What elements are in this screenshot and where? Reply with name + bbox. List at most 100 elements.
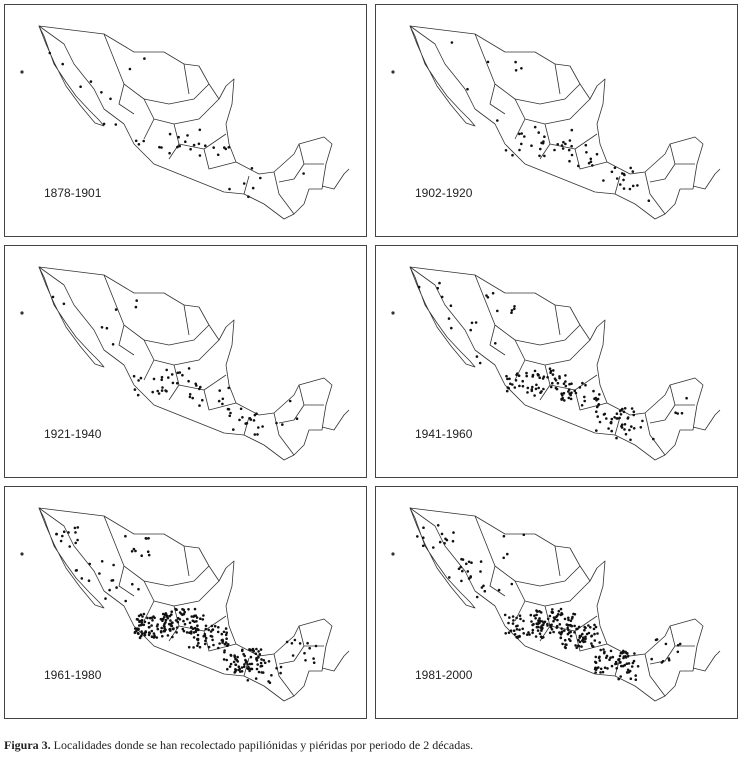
locality-dot xyxy=(632,659,636,663)
locality-dot xyxy=(189,147,192,151)
locality-dot xyxy=(112,563,115,567)
locality-dot xyxy=(652,437,655,441)
locality-dot xyxy=(537,386,540,390)
locality-dot xyxy=(595,410,598,413)
locality-dot xyxy=(89,80,93,83)
locality-dot xyxy=(216,153,220,157)
locality-dot xyxy=(171,381,175,385)
locality-dot xyxy=(583,625,586,629)
locality-dot xyxy=(188,621,192,625)
locality-dot xyxy=(181,607,184,611)
locality-dot xyxy=(570,391,573,394)
locality-dot xyxy=(474,321,478,324)
locality-dot xyxy=(61,534,64,538)
locality-dot xyxy=(480,586,484,589)
locality-dot xyxy=(592,627,596,631)
locality-dot xyxy=(194,614,198,617)
locality-dot xyxy=(222,658,226,661)
locality-dot xyxy=(502,556,505,560)
locality-dot xyxy=(678,642,682,646)
locality-dot xyxy=(561,642,564,646)
locality-dot xyxy=(647,199,651,202)
locality-dot xyxy=(552,369,555,372)
locality-dot xyxy=(228,414,231,418)
locality-dot xyxy=(615,412,619,415)
locality-dot xyxy=(610,417,614,421)
locality-dot xyxy=(192,636,196,639)
locality-dot xyxy=(633,652,636,655)
locality-dot xyxy=(491,291,495,295)
locality-dot xyxy=(563,617,567,621)
locality-dot xyxy=(225,631,228,634)
locality-dot xyxy=(630,425,633,428)
locality-dot xyxy=(551,608,554,611)
locality-dot xyxy=(152,377,156,381)
locality-dot xyxy=(183,622,187,626)
locality-dot xyxy=(496,309,499,313)
locality-dot xyxy=(104,597,107,600)
locality-dot xyxy=(564,142,567,146)
locality-dot xyxy=(578,386,582,389)
locality-dot xyxy=(136,631,140,635)
locality-dot xyxy=(168,614,172,618)
locality-dot xyxy=(615,667,618,670)
locality-dot xyxy=(508,377,511,381)
locality-dot xyxy=(599,648,602,652)
locality-dot xyxy=(202,614,205,617)
locality-dot xyxy=(605,417,608,420)
locality-dot xyxy=(436,524,440,527)
locality-dot xyxy=(184,140,187,143)
locality-dot xyxy=(529,613,533,617)
locality-dot xyxy=(308,646,312,650)
locality-dot xyxy=(483,589,487,593)
locality-dot xyxy=(598,393,601,396)
locality-dot xyxy=(520,67,523,70)
locality-dot xyxy=(201,618,205,621)
locality-dot xyxy=(162,616,166,619)
locality-dot xyxy=(509,382,512,386)
locality-dot xyxy=(536,629,540,632)
locality-dot xyxy=(636,665,640,668)
locality-dot xyxy=(186,617,189,621)
locality-dot xyxy=(496,119,499,122)
locality-dot xyxy=(164,618,168,622)
locality-dot xyxy=(584,143,588,147)
locality-dot xyxy=(629,438,632,442)
locality-dot xyxy=(667,657,671,660)
locality-dot xyxy=(528,633,531,636)
locality-dot xyxy=(548,614,552,618)
locality-dot xyxy=(629,166,632,170)
locality-dot xyxy=(259,648,263,651)
locality-dot xyxy=(610,429,613,433)
locality-dot xyxy=(582,638,585,641)
locality-dot xyxy=(602,651,606,655)
locality-dot xyxy=(569,630,572,634)
locality-dot xyxy=(564,374,567,377)
locality-dot xyxy=(575,646,578,650)
locality-dot xyxy=(312,657,315,660)
locality-dot xyxy=(198,387,201,391)
locality-dot xyxy=(146,550,150,553)
locality-dot xyxy=(229,662,233,666)
locality-dot xyxy=(188,631,191,634)
locality-dot xyxy=(240,670,244,673)
locality-dot xyxy=(581,381,584,385)
locality-dot xyxy=(552,616,556,619)
locality-dot xyxy=(523,135,526,138)
locality-dot xyxy=(198,404,201,407)
locality-dot xyxy=(221,641,224,644)
locality-dot xyxy=(137,587,140,591)
locality-dot xyxy=(632,410,636,413)
locality-dot xyxy=(250,167,254,170)
locality-dot xyxy=(246,679,250,682)
locality-dot xyxy=(573,631,576,634)
locality-dot xyxy=(255,647,258,651)
locality-dot xyxy=(632,427,636,430)
locality-dot xyxy=(533,125,537,129)
locality-dot xyxy=(622,656,625,660)
locality-dot xyxy=(190,615,193,618)
locality-dot xyxy=(134,305,138,309)
locality-dot xyxy=(256,433,259,436)
locality-dot xyxy=(555,387,559,391)
locality-dot xyxy=(168,151,171,155)
